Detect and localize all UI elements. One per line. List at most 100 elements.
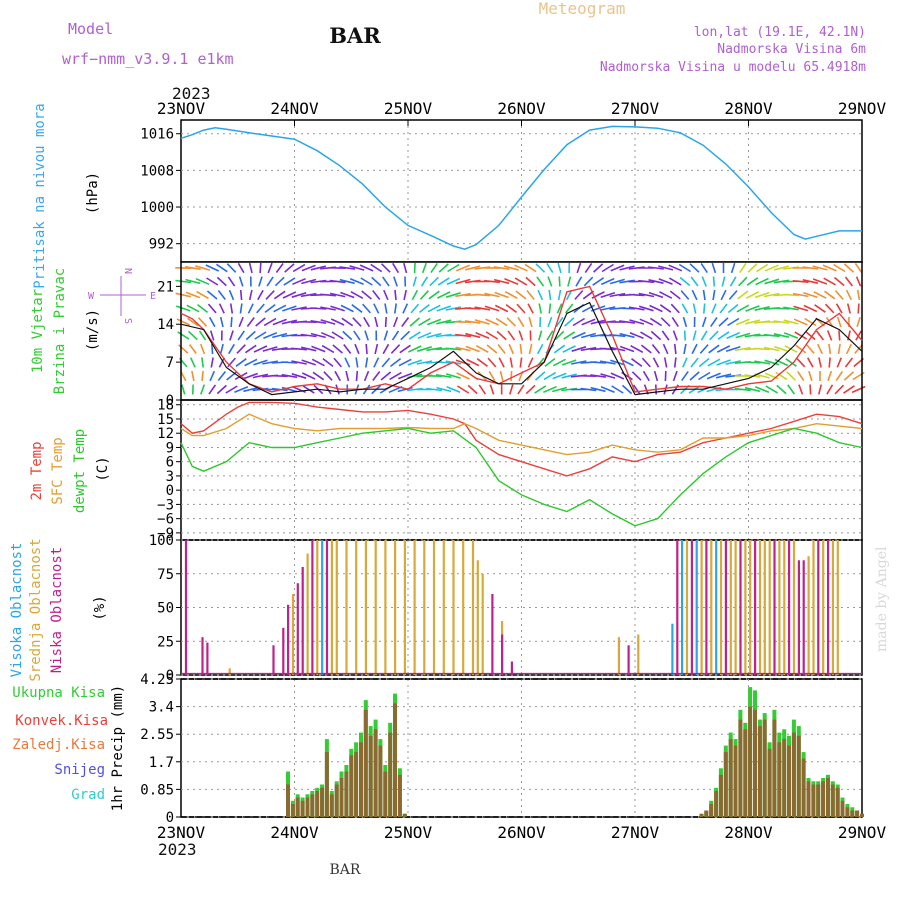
cloud-bar	[404, 540, 406, 675]
precip-ytick-label: 4.25	[140, 672, 174, 688]
precip-convective-bar	[714, 791, 718, 817]
wind-arrow	[549, 304, 550, 314]
legend-zaledj-kisa: Zaledj.Kisa	[12, 737, 105, 753]
wind-arrow	[520, 344, 521, 354]
cloud-bar	[739, 540, 741, 675]
model-elevation-label: Nadmorska Visina u modelu 65.4918m	[600, 60, 866, 75]
precip-convective-bar	[802, 759, 806, 817]
temperature-ytick-label: 0	[166, 483, 174, 499]
temperature-ytick-label: 9	[166, 440, 174, 456]
wind-arrow	[366, 344, 367, 354]
cloud-bar	[754, 540, 756, 675]
clouds-ytick-label: 100	[149, 533, 174, 549]
cloud-bar	[472, 540, 474, 675]
compass-w: W	[88, 291, 95, 302]
cloud-bar	[307, 554, 309, 676]
cloud-bar	[414, 540, 416, 675]
cloud-bar	[365, 540, 367, 675]
clouds-ytick-label: 25	[157, 634, 174, 650]
x-label-bottom-23nov: 23NOV	[157, 823, 206, 842]
precip-convective-bar	[340, 778, 344, 817]
model-name: wrf−nmm_v3.9.1 e1km	[62, 50, 234, 68]
precip-convective-bar	[772, 720, 776, 817]
cloud-bar	[501, 635, 503, 676]
pressure-ytick-label: 1008	[140, 163, 174, 179]
wind-arrow	[559, 277, 560, 287]
precip-convective-bar	[330, 794, 334, 817]
pressure-ytick-label: 1016	[140, 127, 174, 143]
x-label-bottom-29nov: 29NOV	[838, 823, 887, 842]
precip-convective-bar	[743, 729, 747, 817]
pressure-ylabel: Pritisak na nivou mora	[32, 103, 48, 288]
temperature-ytick-label: −6	[157, 512, 174, 528]
cloud-bar	[355, 540, 357, 675]
temperature-ytick-label: −3	[157, 497, 174, 513]
precip-convective-bar	[369, 736, 373, 817]
cloud-bar	[783, 540, 785, 675]
precip-convective-bar	[310, 794, 314, 817]
cloud-bar	[710, 540, 712, 675]
precip-convective-bar	[797, 736, 801, 817]
cloud-bar	[345, 540, 347, 675]
precip-convective-bar	[719, 775, 723, 817]
precip-ylabel: 1hr Precip (mm)	[110, 685, 126, 811]
visoka-ylabel: Visoka Oblacnost	[9, 543, 25, 678]
cloud-bar	[696, 540, 698, 675]
precip-convective-bar	[388, 733, 392, 817]
temperature-unit: (C)	[95, 456, 111, 481]
cloud-bar	[433, 540, 435, 675]
precip-convective-bar	[709, 804, 713, 817]
wind-arrow	[511, 371, 512, 381]
wind-arrow	[829, 358, 830, 368]
clouds-ytick-label: 75	[157, 567, 174, 583]
wind-arrow	[685, 331, 686, 341]
precip-convective-bar	[306, 798, 310, 818]
legend-grad: Grad	[71, 787, 105, 803]
x-label-top-27nov: 27NOV	[611, 99, 660, 118]
precip-convective-bar	[704, 811, 708, 818]
cloud-bar	[817, 540, 819, 675]
precip-convective-bar	[831, 785, 835, 818]
cloud-bar	[749, 540, 751, 675]
precip-convective-bar	[807, 781, 811, 817]
clouds-unit: (%)	[92, 595, 108, 620]
precip-convective-bar	[349, 755, 353, 817]
cloud-bar	[423, 540, 425, 675]
precip-ytick-label: 1.7	[149, 755, 174, 771]
precip-convective-bar	[826, 778, 830, 817]
precip-convective-bar	[286, 785, 290, 818]
cloud-bar	[482, 574, 484, 675]
srednja-ylabel: Srednja Oblacnost	[28, 538, 44, 681]
wind-ylabel: 10m Vjetar	[30, 289, 46, 373]
wind-arrow	[810, 385, 811, 395]
x-label-bottom-25nov: 25NOV	[384, 823, 433, 842]
cloud-bar	[773, 540, 775, 675]
cloud-bar	[686, 540, 688, 675]
cloud-bar	[394, 540, 396, 675]
precip-convective-bar	[335, 785, 339, 818]
wind-arrow	[704, 304, 705, 314]
cloud-bar	[311, 540, 313, 675]
wind-ytick-label: 21	[157, 279, 174, 295]
wind-arrow	[386, 317, 387, 327]
precip-convective-bar	[821, 781, 825, 817]
wind-ytick-label: 7	[166, 355, 174, 371]
x-label-bottom-28nov: 28NOV	[724, 823, 773, 842]
cloud-bar	[375, 540, 377, 675]
legend-ukupna kisa: Ukupna Kisa	[12, 685, 105, 701]
cloud-bar	[272, 645, 274, 675]
niska-ylabel: Niska Oblacnost	[49, 547, 65, 673]
credit-label: made by Angel	[874, 546, 890, 652]
wind-arrow	[231, 317, 232, 327]
wind-arrow	[839, 331, 840, 341]
x-label-top-26nov: 26NOV	[497, 99, 546, 118]
cloud-bar	[788, 540, 790, 675]
precip-ytick-label: 0.85	[140, 782, 174, 798]
cloud-bar	[297, 583, 299, 675]
cloud-bar	[759, 540, 761, 675]
pressure-unit: (hPa)	[85, 172, 101, 214]
temperature-ytick-label: 15	[157, 412, 174, 428]
precip-convective-bar	[344, 772, 348, 818]
precip-convective-bar	[398, 775, 402, 817]
product-title: Meteogram	[539, 0, 626, 18]
